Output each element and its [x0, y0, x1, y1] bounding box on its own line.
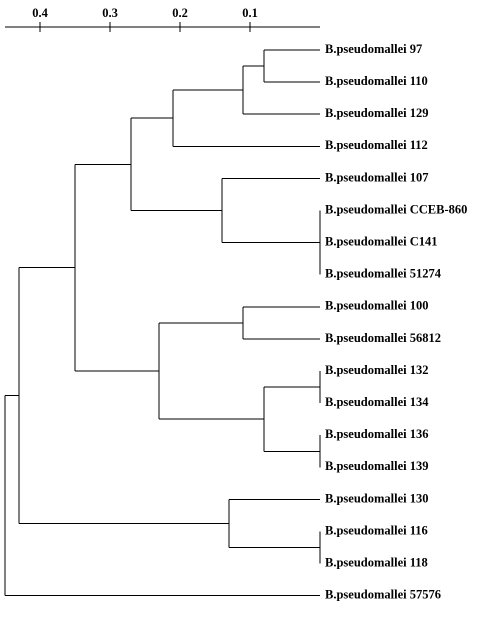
leaf-label: B.pseudomallei 129: [325, 106, 429, 120]
leaf-label: B.pseudomallei 97: [325, 42, 422, 56]
x-tick-label: 0.1: [242, 6, 258, 20]
x-tick-label: 0.2: [172, 6, 188, 20]
leaf-label: B.pseudomallei 139: [325, 459, 429, 473]
leaf-label: B.pseudomallei 56812: [325, 331, 441, 345]
leaf-label: B.pseudomallei 116: [325, 523, 428, 537]
leaf-label: B.pseudomallei CCEB-860: [325, 202, 467, 216]
leaf-label: B.pseudomallei 107: [325, 170, 429, 184]
leaf-label: B.pseudomallei 110: [325, 74, 428, 88]
leaf-label: B.pseudomallei 118: [325, 555, 428, 569]
leaf-label: B.pseudomallei 112: [325, 138, 428, 152]
x-tick-label: 0.3: [102, 6, 118, 20]
leaf-label: B.pseudomallei 100: [325, 299, 429, 313]
leaf-label: B.pseudomallei C141: [325, 234, 438, 248]
leaf-label: B.pseudomallei 136: [325, 427, 429, 441]
leaf-label: B.pseudomallei 134: [325, 395, 429, 409]
leaf-label: B.pseudomallei 57576: [325, 588, 441, 602]
leaf-label: B.pseudomallei 51274: [325, 267, 442, 281]
leaf-label: B.pseudomallei 130: [325, 491, 429, 505]
x-tick-label: 0.4: [32, 6, 48, 20]
leaf-label: B.pseudomallei 132: [325, 363, 429, 377]
